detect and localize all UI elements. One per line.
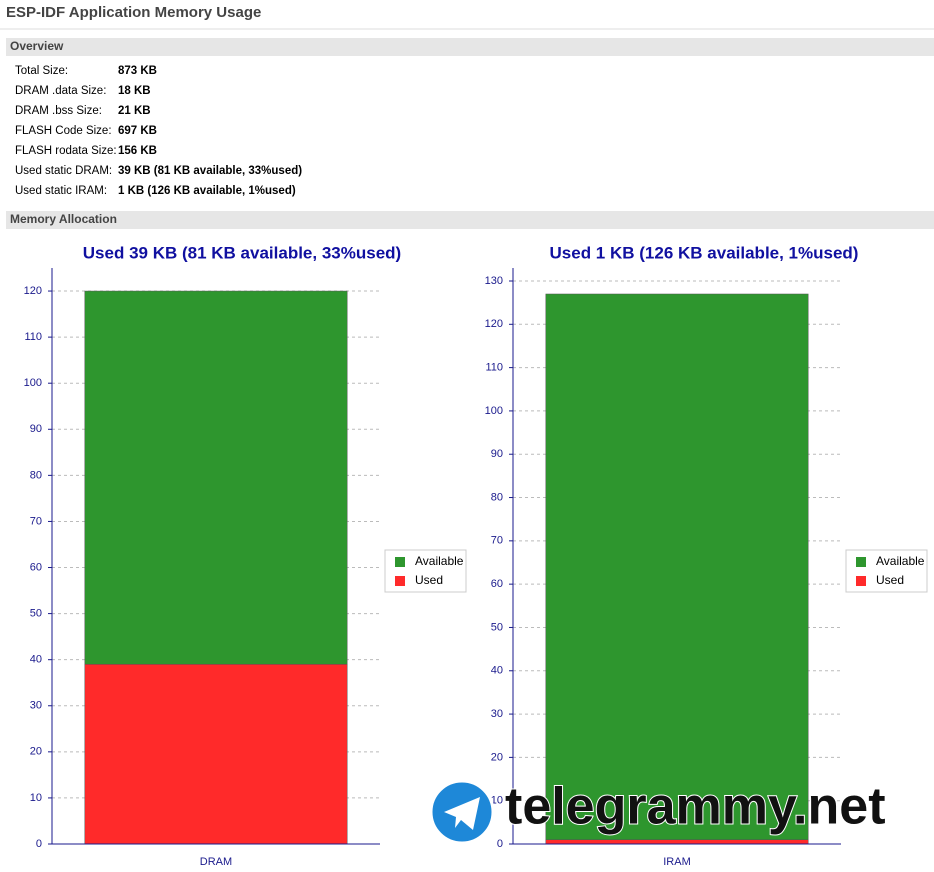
y-tick-label: 20 (30, 746, 42, 758)
legend-swatch (856, 557, 866, 567)
legend-swatch (395, 557, 405, 567)
legend-label: Available (876, 554, 925, 568)
chart-title: Used 39 KB (81 KB available, 33%used) (83, 243, 401, 262)
y-tick-label: 70 (491, 535, 503, 547)
x-tick-label: DRAM (200, 856, 232, 868)
y-tick-label: 40 (491, 665, 503, 677)
page-title: ESP-IDF Application Memory Usage (6, 4, 261, 21)
y-tick-label: 30 (491, 708, 503, 720)
y-tick-label: 70 (30, 515, 42, 527)
y-tick-label: 40 (30, 654, 42, 666)
y-tick-label: 100 (485, 405, 503, 417)
legend-label: Used (415, 573, 443, 587)
legend-label: Used (876, 573, 904, 587)
y-tick-label: 60 (491, 578, 503, 590)
watermark: telegrammy.net (505, 778, 886, 836)
watermark-group: telegrammy.net (429, 777, 887, 845)
row-value: 39 KB (81 KB available, 33%used) (118, 165, 302, 177)
y-tick-label: 90 (30, 423, 42, 435)
y-tick-label: 0 (497, 838, 503, 850)
row-label: DRAM .data Size: (15, 85, 106, 97)
bar-segment (84, 664, 348, 845)
section-bar (6, 38, 934, 56)
y-tick-label: 10 (491, 795, 503, 807)
row-label: FLASH rodata Size: (15, 145, 117, 157)
bar-segment (545, 293, 809, 840)
y-tick-label: 0 (36, 838, 42, 850)
row-label: Used static DRAM: (15, 165, 112, 177)
bar-segment (84, 290, 348, 665)
row-value: 697 KB (118, 125, 157, 137)
section-title: Memory Allocation (10, 212, 117, 226)
section-bar (6, 211, 934, 229)
row-value: 1 KB (126 KB available, 1%used) (118, 185, 296, 197)
y-tick-label: 50 (30, 608, 42, 620)
legend-swatch (856, 576, 866, 586)
y-tick-label: 80 (30, 469, 42, 481)
y-tick-label: 120 (485, 318, 503, 330)
x-tick-label: IRAM (663, 856, 691, 868)
row-label: Used static IRAM: (15, 185, 107, 197)
y-tick-label: 120 (24, 285, 42, 297)
row-value: 18 KB (118, 85, 151, 97)
y-tick-label: 100 (24, 377, 42, 389)
charts: Used 39 KB (81 KB available, 33%used) 0 10… (24, 243, 928, 868)
y-tick-label: 20 (491, 751, 503, 763)
row-label: DRAM .bss Size: (15, 105, 102, 117)
y-tick-label: 60 (30, 561, 42, 573)
y-tick-label: 30 (30, 700, 42, 712)
legend-swatch (395, 576, 405, 586)
bar-segment (545, 839, 809, 845)
y-tick-label: 50 (491, 621, 503, 633)
row-label: FLASH Code Size: (15, 125, 112, 137)
row-value: 873 KB (118, 65, 157, 77)
chart-title: Used 1 KB (126 KB available, 1%used) (550, 243, 859, 262)
y-tick-label: 110 (24, 331, 42, 343)
row-label: Total Size: (15, 65, 68, 77)
legend-label: Available (415, 554, 464, 568)
y-tick-label: 110 (485, 362, 503, 374)
overview-table: Total Size: 873 KB DRAM .data Size: 18 KB DR… (15, 65, 302, 197)
y-tick-label: 80 (491, 491, 503, 503)
row-value: 21 KB (118, 105, 151, 117)
y-tick-label: 90 (491, 448, 503, 460)
row-value: 156 KB (118, 145, 157, 157)
y-tick-label: 10 (30, 792, 42, 804)
y-tick-label: 130 (485, 275, 503, 287)
watermark-plane (444, 797, 480, 830)
section-title: Overview (10, 39, 64, 53)
